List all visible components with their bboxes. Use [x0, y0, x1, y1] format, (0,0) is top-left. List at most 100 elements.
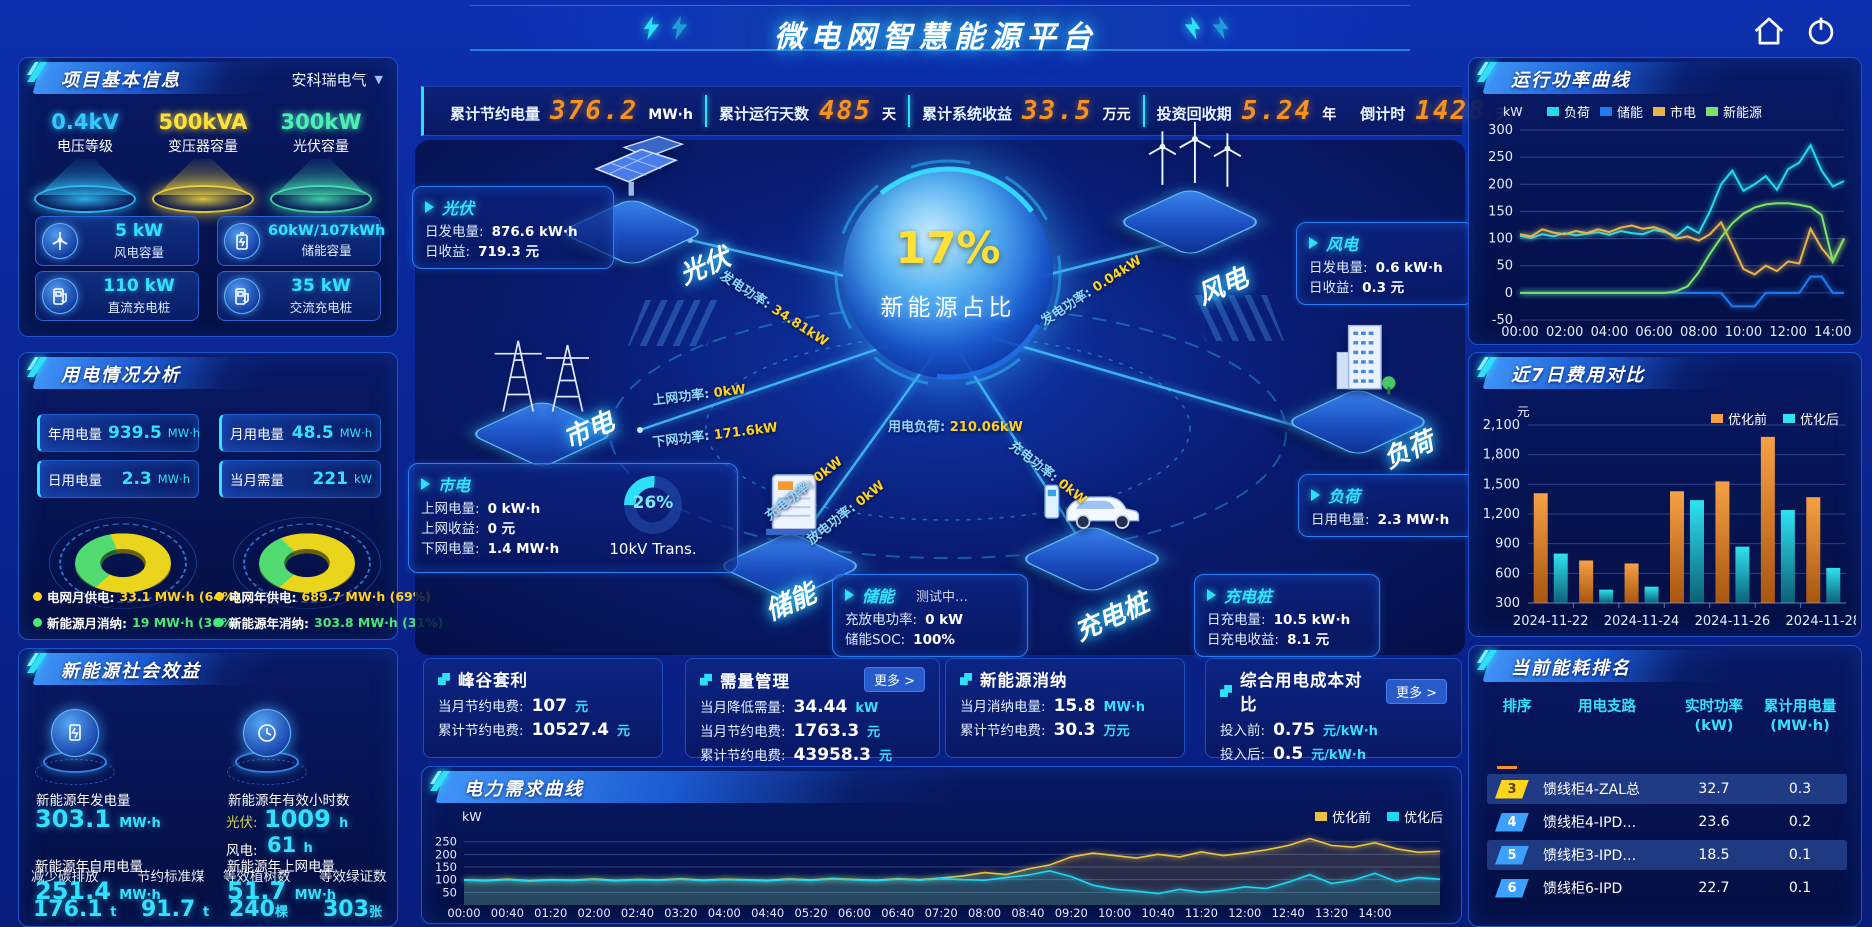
cost-comparison-card: 综合用电成本对比 更多 > 投入前: 0.75 元/kW·h 投入后: 0.5 元/kW·h: [1205, 658, 1462, 764]
card-corner-icon: [700, 673, 712, 686]
wind-turbines-icon: [1148, 121, 1242, 187]
kpi-payback-period: 投资回收期 5.24 年: [1156, 96, 1337, 126]
card-label: 直流充电桩: [107, 300, 171, 315]
company-name: 安科瑞电气: [291, 70, 367, 89]
metric-label: 光伏:: [226, 815, 258, 831]
box-metric: 充放电功率: 0 kW: [845, 612, 964, 628]
legend-item: 优化前: [1710, 409, 1767, 428]
box-metric: 储能SOC: 100%: [845, 632, 955, 648]
box-title: 负荷: [1328, 487, 1361, 506]
box-title: 风电: [1326, 235, 1359, 254]
svg-text:250: 250: [435, 835, 457, 849]
svg-text:200: 200: [1488, 177, 1513, 192]
legend-swatch-icon: [1600, 107, 1613, 116]
power-towers-icon: [494, 340, 589, 412]
card-corner-icon: [960, 673, 972, 685]
svg-text:2,100: 2,100: [1483, 418, 1520, 433]
generation-pedestal: [33, 707, 117, 791]
metric-label: 等效绿证数: [319, 869, 387, 885]
demand-curve-panel: 电力需求曲线 kW 优化前 优化后 50 100 150 200 250 00:00 00:4…: [421, 766, 1462, 924]
panel-corner-icon: [1477, 62, 1497, 82]
panel-corner-icon: [430, 771, 450, 791]
svg-text:02:00: 02:00: [1546, 325, 1583, 340]
grid-info-box: 市电 上网电量: 0 kW·h 上网收益: 0 元下网电量: 1.4 MW·h 26% …: [408, 463, 738, 573]
panel-title: 新能源社会效益: [61, 661, 201, 682]
stat-unit: MW·h: [167, 426, 201, 440]
legend-item: 优化后: [1782, 409, 1839, 428]
power-button[interactable]: [1804, 14, 1838, 48]
legend-item: 负荷: [1547, 102, 1590, 121]
company-dropdown[interactable]: 安科瑞电气 ▼: [233, 67, 383, 91]
stat-label: 年用电量: [48, 427, 102, 443]
svg-text:08:40: 08:40: [1011, 906, 1044, 920]
battery-cabinet-icon: [766, 474, 823, 536]
card-corner-icon: [1220, 685, 1232, 697]
arrow-icon: [425, 201, 434, 213]
arrow-icon: [421, 478, 430, 490]
ranking-row[interactable]: 4 馈线柜4-IPD… 23.6 0.2: [1487, 807, 1847, 837]
svg-text:13:20: 13:20: [1315, 906, 1348, 920]
svg-text:09:20: 09:20: [1055, 906, 1088, 920]
panel-corner-icon: [1477, 650, 1497, 670]
social-benefit-panel: 新能源社会效益 新能源年发电量 303.1 MW·h 新能源年有效小时数 光伏:…: [18, 648, 398, 927]
donut-legend-item: 电网月供电: 33.1 MW·h (64%): [33, 587, 240, 606]
ranking-row[interactable]: 3 馈线柜4-ZAL总 32.7 0.3: [1487, 774, 1847, 804]
dc-charger-card: 110 kW 直流充电桩: [35, 271, 199, 321]
y-axis-unit: 元: [1517, 404, 1530, 419]
light-cone: [157, 159, 249, 195]
ranking-row[interactable]: 5 馈线柜3-IPD… 18.5 0.1: [1487, 840, 1847, 870]
svg-text:600: 600: [1495, 566, 1520, 581]
svg-text:2024-11-24: 2024-11-24: [1604, 614, 1680, 629]
home-button[interactable]: [1752, 14, 1786, 48]
ranking-row[interactable]: 6 馈线柜6-IPD 22.7 0.1: [1487, 873, 1847, 903]
card-label: 风电容量: [113, 245, 164, 260]
svg-text:02:40: 02:40: [621, 906, 654, 920]
svg-text:12:40: 12:40: [1272, 906, 1305, 920]
panel-header: 用电情况分析: [19, 353, 397, 391]
legend-item: 市电: [1653, 102, 1696, 121]
cost-compare-chart: 300 600 900 1,200 1,500 1,800 2,100 2024-11-22 2…: [1483, 418, 1856, 629]
svg-text:900: 900: [1495, 537, 1520, 552]
card-label: 储能容量: [301, 243, 352, 258]
stat-value: 48.5: [291, 423, 334, 443]
box-metric: 日发电量: 876.6 kW·h: [425, 224, 578, 240]
svg-text:06:00: 06:00: [1635, 325, 1672, 340]
col-rank: 排序: [1502, 699, 1532, 715]
box-title: 光伏: [442, 199, 475, 218]
stat-unit: MW·h: [339, 426, 372, 440]
more-button[interactable]: 更多 >: [863, 667, 925, 692]
arrow-icon: [1311, 489, 1320, 501]
metric-label: 新能源年发电量: [36, 793, 131, 809]
panel-title: 近7日费用对比: [1511, 365, 1646, 386]
grid-island: 市电: [468, 330, 620, 480]
metric-value: 61 h: [267, 833, 313, 857]
metric-label: 新能源年有效小时数: [228, 793, 350, 809]
spotlight-value: 0.4kV: [51, 110, 119, 134]
ranking-rows: 3 馈线柜4-ZAL总 32.7 0.3 4 馈线柜4-IPD… 23.6 0.2 5 馈线柜3-…: [1487, 774, 1847, 906]
legend-swatch-icon: [1706, 107, 1719, 116]
stat-value: 2.3: [121, 469, 152, 489]
svg-text:200: 200: [435, 847, 457, 861]
renewable-consumption-card: 新能源消纳 当月消纳电量: 15.8 MW·h 累计节约电费: 30.3 万元: [945, 658, 1185, 758]
pv-info-box: 光伏 日发电量: 876.6 kW·h 日收益: 719.3 元: [412, 186, 614, 269]
more-button[interactable]: 更多 >: [1385, 678, 1447, 704]
building-icon: [1336, 324, 1396, 395]
donut-legend-item: 新能源年消纳: 303.8 MW·h (31%): [215, 613, 443, 632]
svg-text:-50: -50: [1492, 313, 1513, 328]
metric-label: 等效植树数: [223, 869, 291, 885]
lightning-icon: [1212, 16, 1229, 40]
storage-info-box: 储能 测试中… 充放电功率: 0 kW 储能SOC: 100%: [832, 574, 1028, 657]
col-energy: 累计用电量 (MW·h): [1763, 699, 1837, 734]
power-curve-panel: 运行功率曲线 kW 负荷 储能 市电 新能源 -50 0 50 100 150 200 250 30…: [1468, 57, 1862, 345]
svg-text:02:00: 02:00: [578, 906, 611, 920]
decor-hatch: [628, 300, 724, 346]
transformer-load-gauge: 26% 10kV Trans.: [593, 476, 713, 558]
lightning-icon: [643, 16, 660, 40]
svg-text:1,200: 1,200: [1483, 507, 1520, 522]
gauge-value: 26%: [632, 493, 674, 513]
card-metric: 当月降低需量: 34.44 kW: [700, 697, 879, 717]
pv-capacity-spotlight: 300kW 光伏容量: [265, 110, 377, 213]
renewable-share-value: 17%: [895, 223, 1001, 274]
wind-turbine-icon: [42, 223, 78, 259]
spotlight-label: 光伏容量: [293, 139, 349, 155]
